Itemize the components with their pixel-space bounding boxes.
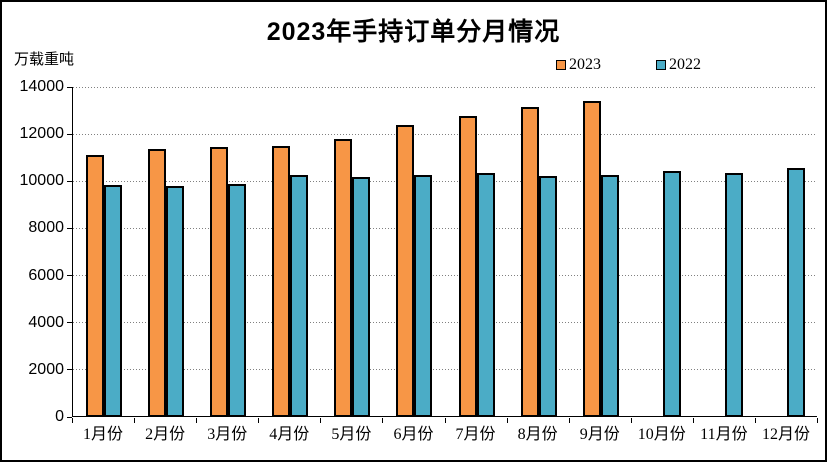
y-axis-tick-label: 2000: [28, 360, 64, 378]
bar-2022-m10: [662, 171, 681, 417]
x-axis-tick: [382, 418, 384, 423]
x-axis-category-label: 12月份: [761, 426, 810, 443]
bar-2023-m1: [86, 155, 105, 417]
x-axis-category-label: 6月份: [393, 426, 434, 443]
bar-2023-m5: [334, 139, 353, 417]
x-axis-category-label: 8月份: [517, 426, 558, 443]
legend-swatch-2023: [556, 60, 566, 70]
y-axis-tick: [67, 180, 72, 182]
legend-label: 2023: [569, 56, 601, 73]
x-axis-category-label: 9月份: [579, 426, 620, 443]
bar-2022-m1: [104, 185, 123, 417]
x-axis-category-label: 3月份: [207, 426, 248, 443]
y-axis-tick-label: 4000: [28, 313, 64, 331]
y-axis-tick: [67, 227, 72, 229]
y-axis-tick-label: 10000: [19, 172, 65, 190]
bar-2023-m9: [582, 101, 601, 417]
x-axis-tick: [568, 418, 570, 423]
legend-label: 2022: [669, 56, 701, 73]
legend-swatch-2022: [656, 60, 666, 70]
gridline-4000: [73, 322, 817, 324]
x-axis-tick: [444, 418, 446, 423]
x-axis-tick: [692, 418, 694, 423]
bar-2022-m11: [724, 173, 743, 417]
plot-area: [72, 86, 817, 417]
bar-2023-m7: [458, 116, 477, 417]
legend: 2023 2022: [2, 57, 825, 75]
y-axis-tick: [67, 275, 72, 277]
x-axis-tick: [196, 418, 198, 423]
gridline-6000: [73, 275, 817, 277]
y-axis-tick-label: 6000: [28, 266, 64, 284]
x-axis-category-label: 5月份: [331, 426, 372, 443]
x-axis-tick: [754, 418, 756, 423]
y-axis-tick: [67, 369, 72, 371]
bar-2022-m9: [600, 175, 619, 417]
bar-2022-m12: [786, 168, 805, 417]
y-axis-tick-label: 0: [55, 408, 64, 425]
y-axis-tick: [67, 322, 72, 324]
x-axis-category-label: 4月份: [269, 426, 310, 443]
y-axis-tick-label: 12000: [19, 125, 65, 143]
bar-2023-m4: [272, 146, 291, 417]
bar-2023-m8: [520, 107, 539, 417]
y-axis-tick-label: 14000: [19, 78, 65, 95]
x-axis-tick: [320, 418, 322, 423]
legend-item-2022: 2022: [656, 57, 701, 73]
gridline-8000: [73, 227, 817, 229]
y-axis-unit-label: 万载重吨: [14, 52, 75, 68]
bar-2022-m8: [538, 176, 557, 417]
x-axis-category-label: 1月份: [83, 426, 124, 443]
x-axis-category-label: 10月份: [637, 426, 686, 443]
x-axis-tick: [134, 418, 136, 423]
x-axis-category-label: 11月份: [700, 426, 748, 443]
y-axis-tick: [67, 86, 72, 88]
x-axis-category-label: 7月份: [455, 426, 496, 443]
chart-title: 2023年手持订单分月情况: [266, 18, 561, 46]
x-axis-category-label: 2月份: [145, 426, 186, 443]
y-axis-tick: [67, 133, 72, 135]
gridline-10000: [73, 180, 817, 182]
x-axis-tick: [506, 418, 508, 423]
bar-2023-m2: [148, 149, 167, 417]
x-axis-tick: [72, 418, 73, 423]
bar-2022-m6: [414, 175, 433, 417]
gridline-2000: [73, 369, 817, 371]
bar-2023-m3: [210, 147, 229, 417]
x-axis-tick: [630, 418, 632, 423]
y-axis-tick-label: 8000: [28, 219, 64, 237]
y-axis-tick: [67, 416, 72, 418]
legend-item-2023: 2023: [556, 57, 601, 73]
bar-2022-m5: [352, 177, 371, 417]
gridline-12000: [73, 133, 817, 135]
x-axis-tick: [258, 418, 260, 423]
bar-2023-m6: [396, 125, 415, 417]
bar-2022-m2: [166, 186, 185, 417]
bar-2022-m4: [290, 175, 309, 417]
gridline-14000: [73, 86, 817, 88]
bar-2022-m7: [476, 173, 495, 417]
bar-2022-m3: [228, 184, 247, 417]
x-axis-tick: [817, 418, 818, 423]
